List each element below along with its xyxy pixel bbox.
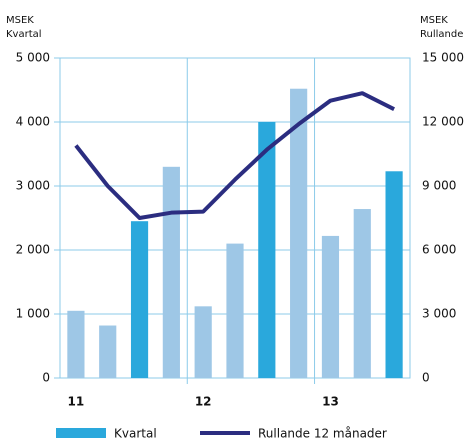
bar (258, 122, 276, 378)
bar (321, 235, 340, 378)
y2-tick-label: 3 000 (422, 307, 456, 321)
legend-swatch (56, 428, 106, 438)
bar (162, 166, 180, 378)
x-tick-label: 11 (68, 395, 85, 409)
y2-axis-title: MSEK (420, 15, 448, 26)
y2-tick-label: 0 (422, 371, 430, 385)
x-tick-label: 13 (322, 395, 339, 409)
y2-tick-label: 12 000 (422, 115, 464, 129)
y-tick-label: 4 000 (16, 115, 50, 129)
y-tick-label: 0 (42, 371, 50, 385)
y2-tick-label: 9 000 (422, 179, 456, 193)
y-axis-title: Kvartal (6, 29, 42, 40)
bar (353, 209, 371, 378)
y-tick-label: 3 000 (16, 179, 50, 193)
legend-label: Rullande 12 månader (258, 427, 387, 441)
bar (290, 88, 308, 378)
bar (67, 310, 85, 378)
bar (99, 325, 117, 378)
legend-label: Kvartal (114, 427, 157, 441)
y-tick-label: 2 000 (16, 243, 50, 257)
bar (194, 306, 212, 378)
y2-axis-title: Rullande (420, 29, 463, 40)
y-tick-label: 1 000 (16, 307, 50, 321)
bar (226, 243, 244, 378)
y-tick-label: 5 000 (16, 51, 50, 65)
x-tick-label: 12 (195, 395, 212, 409)
y2-tick-label: 6 000 (422, 243, 456, 257)
y2-tick-label: 15 000 (422, 51, 464, 65)
y-axis-title: MSEK (6, 15, 34, 26)
bar (385, 171, 403, 378)
line (74, 91, 395, 220)
bar (130, 221, 149, 378)
